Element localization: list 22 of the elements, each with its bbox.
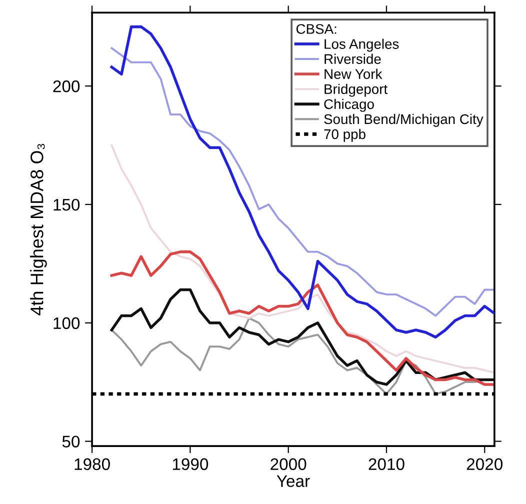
x-tick-label: 2010 xyxy=(368,458,404,470)
line-series xyxy=(110,250,494,386)
legend-label: South Bend/Michigan City xyxy=(324,114,484,127)
x-tick-label: 2000 xyxy=(270,458,306,470)
legend-label: New York xyxy=(324,68,382,80)
line-series xyxy=(110,144,494,374)
y-tick-label: 50 xyxy=(62,436,80,448)
y-axis-title: 4th Highest MDA8 O₃ xyxy=(30,144,47,316)
legend-label: 70 ppb xyxy=(324,128,366,142)
legend-title: CBSA: xyxy=(296,24,336,34)
legend-label: Bridgeport xyxy=(324,84,388,97)
x-tick-label: 2020 xyxy=(466,458,503,470)
x-tick-label: 1990 xyxy=(172,458,208,470)
x-axis-title: Year xyxy=(276,475,310,488)
y-tick-label: 150 xyxy=(54,198,80,211)
legend-label: Los Angeles xyxy=(324,38,399,52)
y-tick-label: 200 xyxy=(53,80,80,92)
y-tick-label: 100 xyxy=(54,317,80,330)
x-tick-label: 1980 xyxy=(74,458,110,470)
line-series xyxy=(110,288,494,386)
legend-label: Riverside xyxy=(324,54,381,64)
legend-label: Chicago xyxy=(324,98,374,112)
